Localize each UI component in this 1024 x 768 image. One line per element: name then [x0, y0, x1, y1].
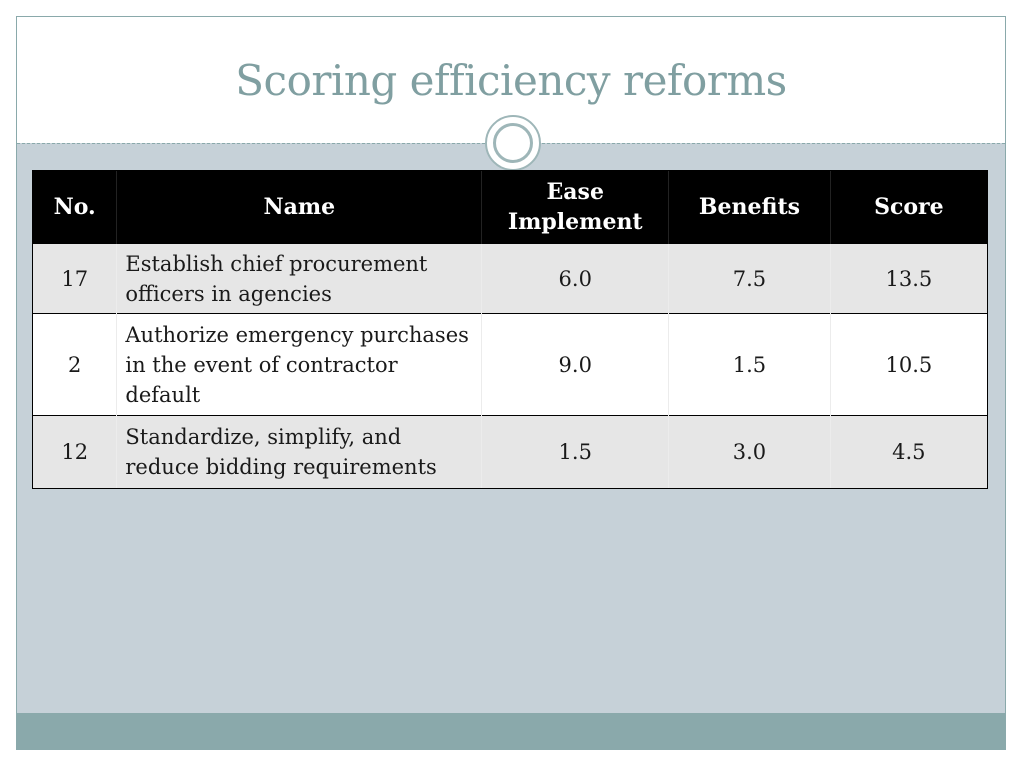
cell-no: 12: [33, 415, 117, 488]
slide: Scoring efficiency reforms No. Name Ease…: [16, 16, 1006, 750]
cell-ease: 1.5: [481, 415, 669, 488]
footer-band: [17, 713, 1005, 749]
cell-score: 4.5: [829, 415, 987, 488]
header-name: Name: [116, 171, 482, 244]
cell-benefits: 1.5: [668, 313, 831, 416]
table-row: 2 Authorize emergency purchases in the e…: [33, 313, 987, 416]
reforms-table: No. Name Ease Implement Benefits Score 1…: [32, 170, 988, 489]
circle-ornament-inner: [493, 123, 533, 163]
header-ease-line1: Ease: [546, 179, 604, 205]
cell-ease: 9.0: [481, 313, 669, 416]
cell-score: 13.5: [829, 243, 987, 314]
cell-ease: 6.0: [481, 243, 669, 314]
cell-no: 17: [33, 243, 117, 314]
cell-benefits: 3.0: [668, 415, 831, 488]
header-ease-line2: Implement: [507, 209, 643, 235]
header-benefits: Benefits: [668, 171, 831, 244]
slide-title: Scoring efficiency reforms: [235, 56, 787, 105]
table-row: 17 Establish chief procurement officers …: [33, 243, 987, 314]
header-no: No.: [33, 171, 117, 244]
cell-name: Establish chief procurement officers in …: [116, 243, 482, 314]
cell-no: 2: [33, 313, 117, 416]
header-ease-implement: Ease Implement: [481, 171, 669, 244]
cell-score: 10.5: [829, 313, 987, 416]
cell-name: Authorize emergency purchases in the eve…: [116, 313, 482, 416]
cell-name: Standardize, simplify, and reduce biddin…: [116, 415, 482, 488]
cell-benefits: 7.5: [668, 243, 831, 314]
header-score: Score: [829, 171, 987, 244]
table-header-row: No. Name Ease Implement Benefits Score: [33, 171, 987, 244]
circle-ornament-icon: [485, 115, 541, 171]
table-row: 12 Standardize, simplify, and reduce bid…: [33, 415, 987, 488]
